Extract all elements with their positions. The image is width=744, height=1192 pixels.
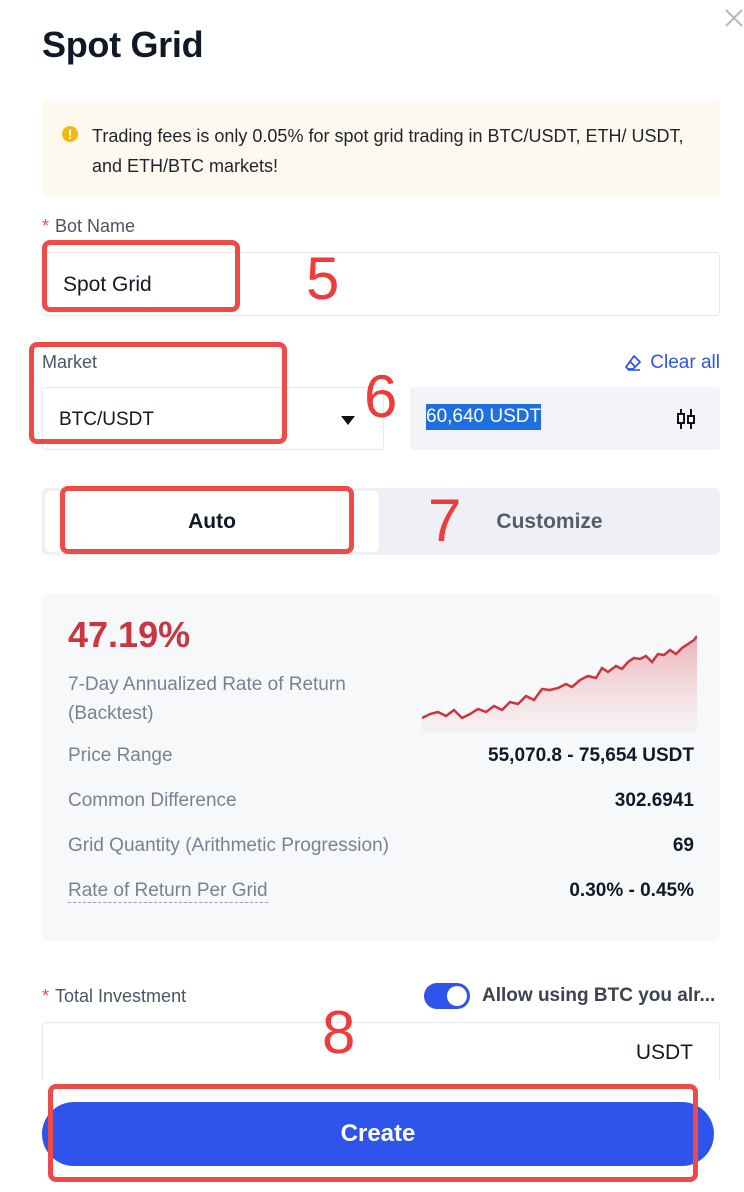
total-investment-label: * Total Investment [42,986,187,1006]
stat-row-grid-quantity: Grid Quantity (Arithmetic Progression) 6… [68,835,694,856]
bot-name-label: * Bot Name [42,216,136,236]
page-title: Spot Grid [42,24,204,65]
annotation-box-5 [42,240,240,312]
candlestick-icon[interactable] [676,408,696,430]
market-value: BTC/USDT [59,409,154,430]
create-button[interactable]: Create [42,1102,714,1166]
annotation-box-8 [48,1084,698,1182]
annualized-return-label: 7-Day Annualized Rate of Return (Backtes… [68,674,346,724]
required-mark: * [42,986,50,1006]
chevron-down-icon [341,416,355,425]
investment-unit: USDT [635,1041,693,1064]
eraser-icon [625,355,642,371]
return-sparkline-chart [422,635,697,732]
bot-name-input[interactable]: Spot Grid [42,252,720,316]
market-label: Market [42,352,98,372]
backtest-stats-card: 47.19% 7-Day Annualized Rate of Return (… [42,594,720,941]
annotation-box-6 [29,342,287,444]
clear-all-button[interactable]: Clear all [624,352,720,374]
allow-btc-label: Allow using BTC you alr... [482,985,716,1006]
annotation-box-7 [60,486,354,554]
info-circle-icon [62,126,78,142]
market-price: 60,640 USDT [426,404,542,430]
return-per-grid-tooltip-trigger[interactable]: Rate of Return Per Grid [68,880,268,903]
annotation-number-8: 8 [322,999,356,1066]
stat-row-return-per-grid: Rate of Return Per Grid 0.30% - 0.45% [68,880,694,903]
allow-btc-switch[interactable] [424,983,470,1009]
annotation-number-5: 5 [306,245,340,312]
mode-toggle: Auto Customize [42,488,720,555]
close-icon[interactable] [722,6,744,30]
required-mark: * [42,216,50,236]
market-price-field: 60,640 USDT [410,387,720,450]
clear-all-label: Clear all [650,352,720,373]
bot-name-value: Spot Grid [63,273,152,296]
tab-auto[interactable]: Auto [45,491,379,552]
fee-notice-banner: Trading fees is only 0.05% for spot grid… [42,101,720,196]
annotation-number-7: 7 [428,487,462,554]
annualized-return-value: 47.19% [68,614,191,655]
tab-customize[interactable]: Customize [496,510,603,533]
annotation-number-6: 6 [364,363,398,430]
notice-text: Trading fees is only 0.05% for spot grid… [92,126,684,176]
allow-btc-toggle-row: Allow using BTC you alr... [424,983,715,1009]
stat-row-price-range: Price Range 55,070.8 - 75,654 USDT [68,745,694,766]
total-investment-input[interactable]: USDT [42,1022,720,1080]
stat-row-common-difference: Common Difference 302.6941 [68,790,694,811]
